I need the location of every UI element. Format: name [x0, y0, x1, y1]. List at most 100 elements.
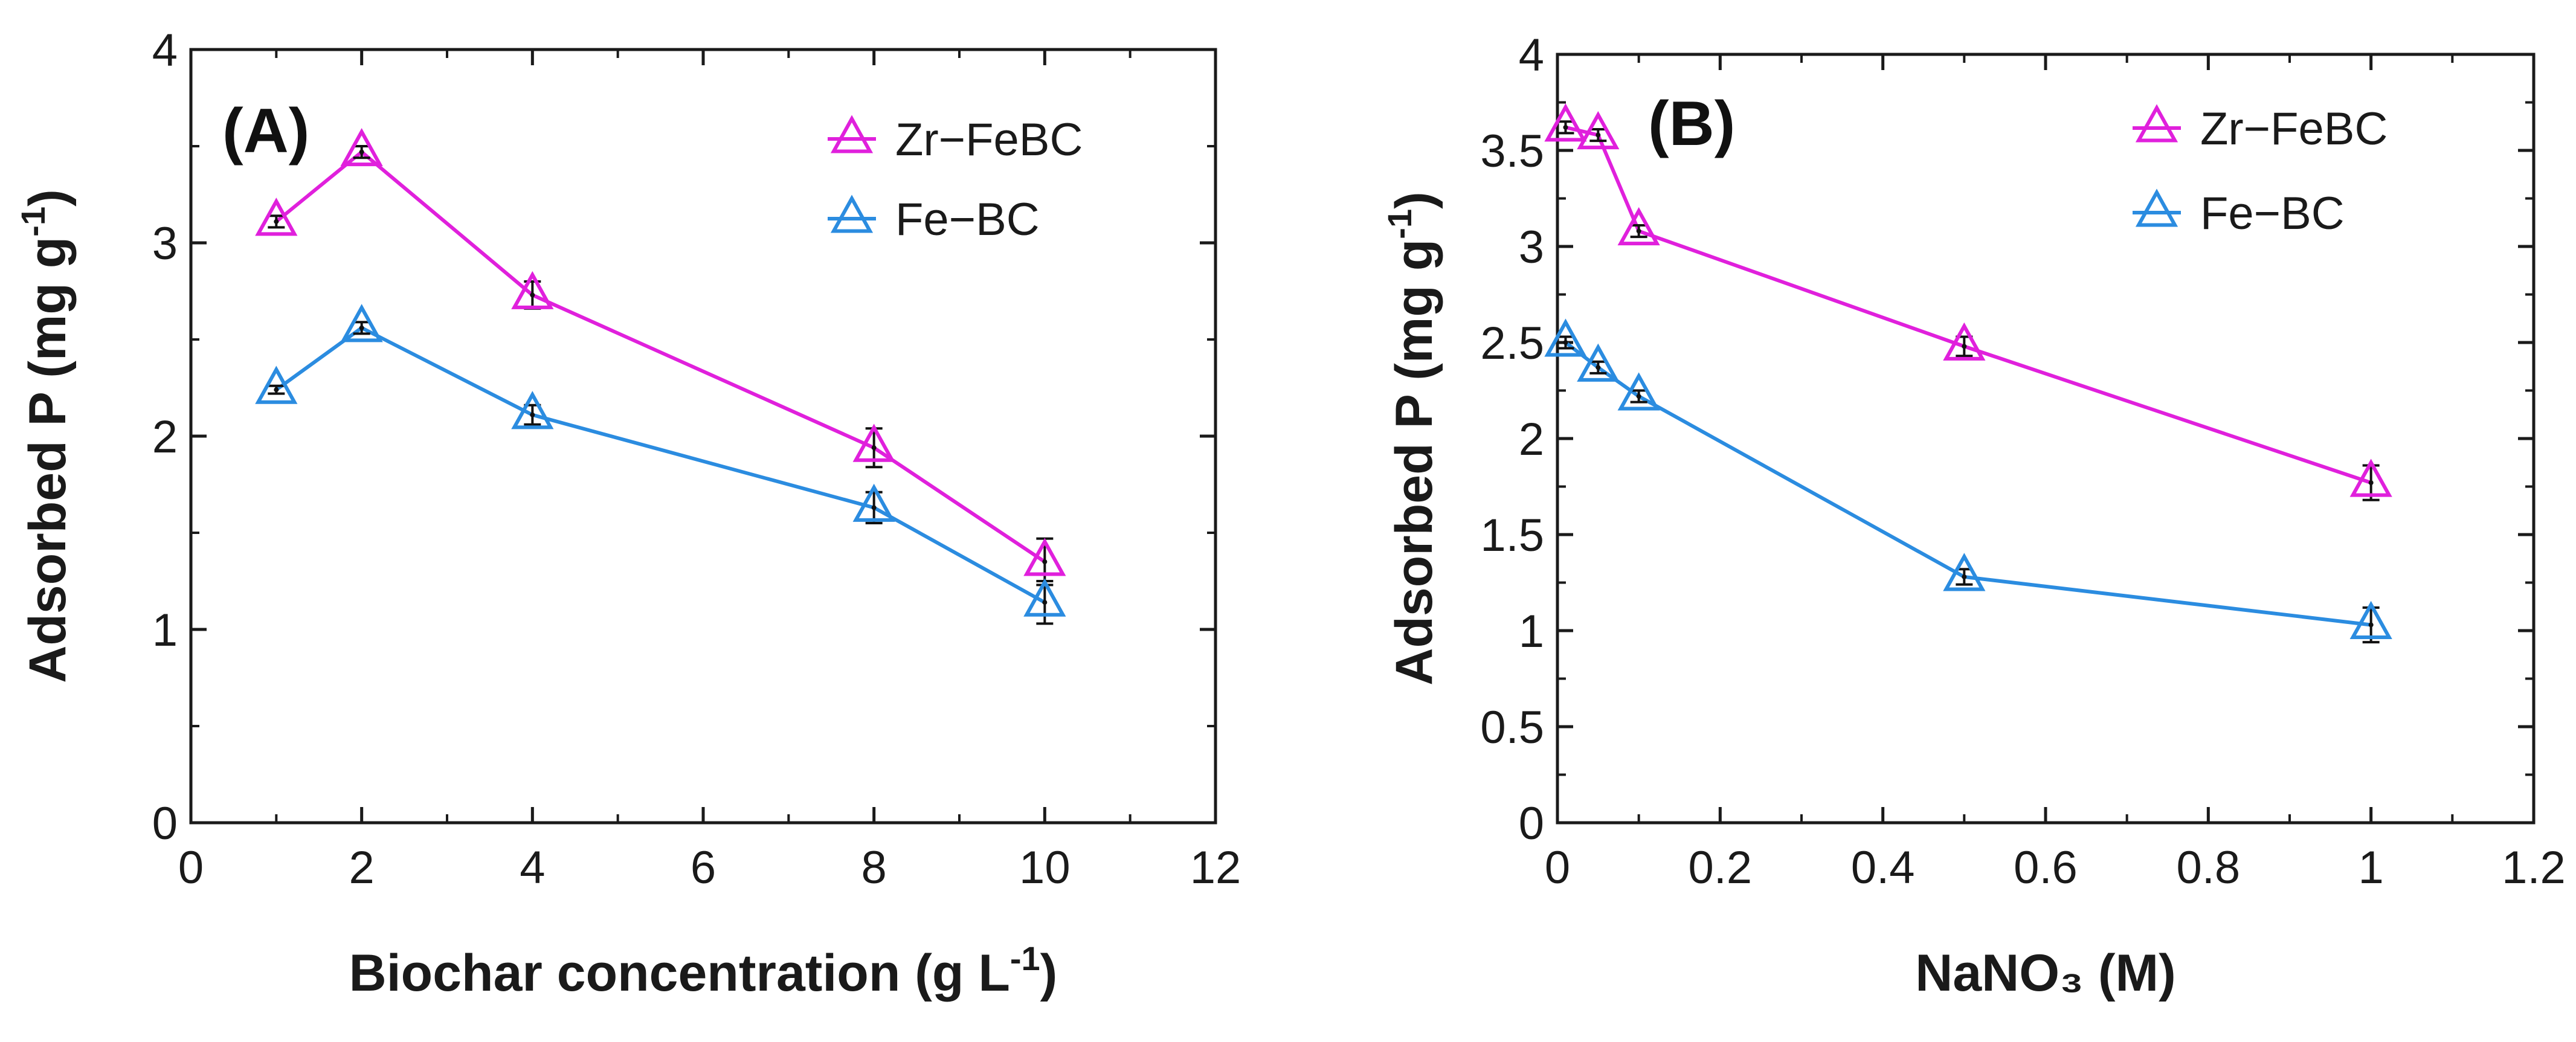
data-point [1577, 111, 1620, 150]
data-point-center [1042, 559, 1048, 564]
y-axis-title-sup: -1 [14, 207, 52, 237]
data-point [511, 271, 554, 309]
data-point [255, 198, 298, 236]
data-point-center [2368, 480, 2374, 486]
data-point-center [1042, 600, 1048, 605]
data-point [255, 365, 298, 404]
x-tick-label: 1 [2359, 842, 2384, 893]
data-point [2349, 458, 2392, 497]
y-axis-title-main: Adsorbed P (mg g [19, 237, 77, 683]
x-tick-label: 0.8 [2177, 842, 2241, 893]
y-tick-label: 1 [1519, 606, 1544, 657]
x-axis-title-end: ) [1040, 944, 1058, 1002]
data-point [1023, 578, 1066, 617]
data-point [511, 391, 554, 429]
x-tick-label: 8 [861, 842, 887, 893]
legend-marker [830, 195, 874, 233]
x-tick-label: 0 [1545, 842, 1570, 893]
x-tick-label: 2 [349, 842, 375, 893]
x-tick-label: 0.4 [1851, 842, 1915, 893]
series-line [1565, 125, 2372, 484]
y-tick-label: 3 [1519, 222, 1544, 273]
data-point-center [1596, 132, 1601, 138]
series-line [275, 326, 1046, 604]
data-point-center [274, 387, 279, 393]
legend-label: Zr−FeBC [895, 114, 1083, 166]
data-point [1617, 372, 1660, 411]
y-axis-title-sup: -1 [1380, 209, 1418, 239]
data-point [1943, 553, 1986, 591]
data-point-center [1636, 394, 1641, 399]
legend-label: Zr−FeBC [2200, 103, 2388, 155]
data-point-center [871, 505, 877, 510]
x-axis-title-main: NaNO₃ (M) [1915, 944, 2176, 1002]
x-tick-label: 0.2 [1689, 842, 1753, 893]
data-point [1544, 103, 1587, 142]
panel-label: (A) [222, 96, 309, 166]
y-tick-label: 1.5 [1480, 510, 1544, 561]
series-line [1564, 341, 2372, 627]
y-axis-title-end: ) [1385, 191, 1443, 209]
data-point-center [359, 149, 364, 155]
legend-marker [830, 115, 874, 153]
x-tick-label: 1.2 [2502, 842, 2566, 893]
x-tick-label: 0 [178, 842, 204, 893]
y-tick-label: 2 [1519, 414, 1544, 465]
data-point-center [359, 325, 364, 330]
x-axis-title: Biochar concentration (g L-1) [349, 939, 1058, 1002]
y-tick-label: 4 [1519, 30, 1544, 81]
data-point [1943, 322, 1986, 361]
y-tick-label: 2 [152, 411, 178, 463]
data-point [1023, 538, 1066, 576]
data-point-center [2368, 622, 2374, 628]
data-point [1577, 343, 1620, 382]
y-tick-label: 0 [152, 798, 178, 849]
y-axis-title: Adsorbed P (mg g-1) [14, 189, 77, 683]
data-point-center [871, 445, 877, 451]
series-zr-febc: Zr−FeBC [255, 114, 1083, 587]
y-axis-title: Adsorbed P (mg g-1) [1380, 191, 1443, 685]
data-point-center [1962, 574, 1967, 579]
y-axis-title-main: Adsorbed P (mg g [1385, 239, 1443, 686]
panel-label: (B) [1648, 89, 1735, 159]
data-point-center [1596, 365, 1601, 370]
y-tick-label: 2.5 [1480, 318, 1544, 369]
data-point [340, 127, 383, 167]
y-tick-label: 0 [1519, 798, 1544, 849]
data-point-center [1563, 340, 1568, 345]
legend-marker [2135, 188, 2178, 227]
y-tick-label: 1 [152, 605, 178, 656]
plot-frame [1556, 53, 2536, 825]
data-point [1617, 207, 1660, 246]
data-point-center [1636, 228, 1641, 234]
data-point [2349, 600, 2392, 639]
series-fe-bc: Fe−BC [1544, 188, 2392, 644]
data-point-center [274, 219, 279, 224]
data-point-center [1563, 124, 1568, 130]
x-tick-label: 10 [1019, 842, 1071, 893]
data-point [852, 483, 895, 522]
x-axis-title-main: Biochar concentration (g L [349, 944, 1010, 1002]
x-axis-title-sup: -1 [1010, 939, 1040, 977]
data-point-center [530, 292, 535, 298]
data-point-center [530, 412, 535, 417]
legend-label: Fe−BC [2200, 188, 2345, 239]
x-tick-label: 0.6 [2014, 842, 2078, 893]
data-point [340, 304, 383, 343]
x-axis-title: NaNO₃ (M) [1915, 944, 2176, 1002]
data-point [1544, 318, 1587, 357]
data-point-center [1962, 344, 1967, 349]
legend-label: Fe−BC [895, 194, 1040, 245]
panel-b: 0 0.2 0.4 0.6 0.8 1 1.2 0 0.5 1 1.5 2 2.5 3 3.5 4 NaNO₃ … [1380, 30, 2566, 1002]
x-tick-label: 4 [520, 842, 545, 893]
x-tick-label: 6 [691, 842, 716, 893]
legend-marker [2135, 104, 2178, 143]
y-tick-label: 4 [152, 25, 178, 76]
y-tick-label: 0.5 [1480, 702, 1544, 753]
series-zr-febc: Zr−FeBC [1544, 103, 2392, 501]
x-tick-label: 12 [1190, 842, 1241, 893]
y-tick-label: 3 [152, 218, 178, 269]
